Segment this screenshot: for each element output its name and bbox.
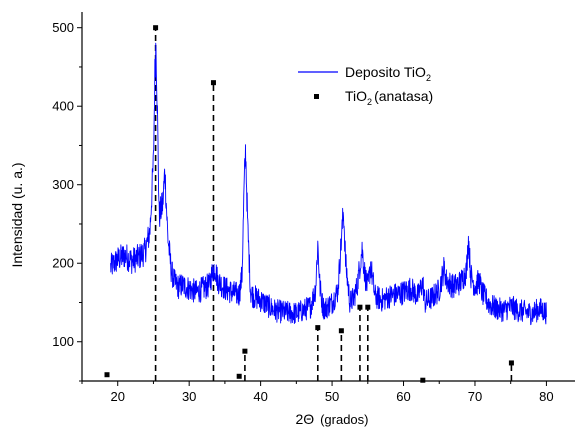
axes bbox=[81, 12, 575, 382]
legend-ref-suffix: (anatasa) bbox=[374, 88, 433, 104]
reference-marker bbox=[420, 377, 426, 383]
x-tick-label: 30 bbox=[182, 389, 196, 404]
x-tick-label: 50 bbox=[325, 389, 339, 404]
reference-marker bbox=[338, 328, 344, 334]
series-layer bbox=[104, 25, 547, 383]
reference-marker bbox=[210, 80, 216, 86]
reference-marker bbox=[236, 373, 242, 379]
reference-marker bbox=[357, 304, 363, 310]
deposit-series-line bbox=[110, 42, 547, 326]
legend-deposit-sub: 2 bbox=[426, 73, 431, 83]
y-tick-label: 200 bbox=[52, 256, 74, 271]
reference-marker bbox=[153, 25, 159, 31]
legend: Deposito TiO2 TiO2 (anatasa) bbox=[298, 64, 433, 107]
legend-deposit-label: Deposito TiO2 bbox=[345, 64, 431, 83]
x-tick-label: 80 bbox=[539, 389, 553, 404]
x-axis-title-unit: (grados) bbox=[320, 412, 368, 427]
legend-ref-marker bbox=[314, 94, 319, 99]
x-axis-title: 2Θ (grados) bbox=[296, 411, 369, 427]
y-tick-label: 300 bbox=[52, 177, 74, 192]
x-tick-label: 40 bbox=[253, 389, 267, 404]
legend-ref-prefix: TiO bbox=[345, 88, 367, 104]
x-tick-label: 20 bbox=[110, 389, 124, 404]
legend-ref-sub: 2 bbox=[367, 97, 372, 107]
reference-marker bbox=[365, 304, 371, 310]
y-tick-label: 100 bbox=[52, 334, 74, 349]
y-tick-label: 400 bbox=[52, 99, 74, 114]
x-tick-label: 60 bbox=[396, 389, 410, 404]
legend-ref-label: TiO2 (anatasa) bbox=[345, 88, 433, 107]
y-tick-label: 500 bbox=[52, 20, 74, 35]
y-axis-title: Intensidad (u. a.) bbox=[9, 162, 25, 267]
reference-marker bbox=[508, 360, 514, 366]
reference-marker bbox=[104, 372, 110, 378]
x-tick-label: 70 bbox=[468, 389, 482, 404]
reference-marker bbox=[242, 348, 248, 354]
legend-deposit-prefix: Deposito TiO bbox=[345, 64, 426, 80]
reference-marker bbox=[315, 325, 321, 331]
x-axis-title-main: 2Θ bbox=[296, 411, 315, 427]
ticks: 20 30 40 50 60 70 80 100 200 300 400 500 bbox=[52, 20, 553, 404]
